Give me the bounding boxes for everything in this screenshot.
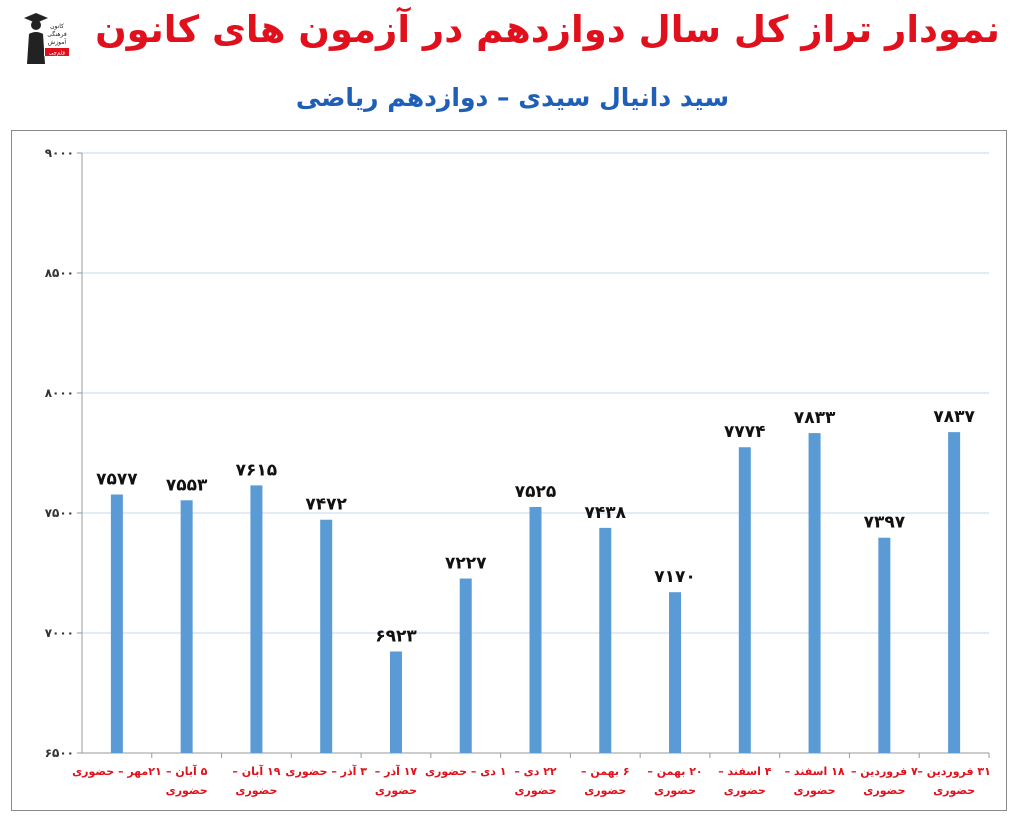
x-tick-label: ۱۹ آبان – — [232, 764, 280, 778]
logo-text: آموزش — [48, 37, 67, 46]
x-tick-label: حضوری — [724, 784, 766, 797]
data-label: ۷۱۷۰ — [654, 567, 696, 587]
bar — [459, 578, 472, 753]
x-tick-label: حضوری — [933, 784, 975, 797]
logo-text: کانون — [50, 23, 64, 30]
bar — [110, 494, 123, 753]
bar — [878, 537, 891, 753]
x-tick-label: ۲۰ بهمن – — [647, 765, 702, 778]
x-tick-label: حضوری — [654, 784, 696, 797]
x-tick-label: حضوری — [863, 784, 905, 797]
data-label: ۷۵۷۷ — [96, 470, 138, 490]
chart-title: نمودار تراز کل سال دوازدهم در آزمون های … — [95, 8, 1000, 51]
y-tick-label: ۶۵۰۰ — [45, 746, 74, 760]
x-tick-label: ۳۱ فروردین – — [917, 765, 991, 778]
x-tick-label: ۱ دی – حضوری — [425, 765, 507, 778]
data-label: ۷۵۲۵ — [515, 482, 557, 502]
data-label: ۶۹۲۳ — [375, 626, 417, 646]
logo-text: قلم‌چی — [49, 51, 65, 57]
y-tick-label: ۸۰۰۰ — [45, 386, 74, 400]
x-tick-label: حضوری — [794, 784, 836, 797]
x-tick-label: حضوری — [375, 784, 417, 797]
x-tick-label: حضوری — [166, 784, 208, 797]
bar — [738, 447, 751, 753]
bar — [948, 432, 961, 753]
kanoon-logo: کانون فرهنگی آموزش قلم‌چی — [20, 4, 72, 66]
x-tick-label: ۱۸ اسفند – — [785, 765, 845, 778]
bar — [808, 433, 821, 753]
x-tick-label: حضوری — [584, 784, 626, 797]
chart-area: ۶۵۰۰ ۷۰۰۰ ۷۵۰۰ ۸۰۰۰ ۸۵۰۰ ۹۰۰۰ ۷۵۷۷ ۲۱مهر – حضور… — [11, 130, 1007, 811]
bar-chart: ۶۵۰۰ ۷۰۰۰ ۷۵۰۰ ۸۰۰۰ ۸۵۰۰ ۹۰۰۰ ۷۵۷۷ ۲۱مهر – حضور… — [45, 146, 991, 797]
data-label: ۷۷۷۴ — [724, 422, 766, 442]
bar — [389, 651, 402, 753]
y-tick-label: ۸۵۰۰ — [45, 266, 74, 280]
x-tick-label: ۵ آبان – — [166, 764, 208, 778]
bar — [320, 519, 333, 753]
x-tick-label: ۱۷ آذر – — [375, 764, 418, 778]
x-tick-label: ۴ اسفند – — [718, 765, 772, 778]
x-tick-label: ۶ بهمن – — [581, 765, 630, 778]
data-label: ۷۸۳۳ — [794, 408, 836, 428]
logo-text: فرهنگی — [47, 30, 67, 38]
x-tick-label: ۷ فروردین – — [851, 765, 918, 778]
data-label: ۷۶۱۵ — [236, 460, 278, 480]
data-label: ۷۵۵۳ — [166, 475, 208, 495]
chart-subtitle: سید دانیال سیدی – دوازدهم ریاضی — [295, 83, 730, 112]
bar — [250, 485, 263, 753]
data-label: ۷۴۳۸ — [585, 503, 627, 523]
x-tick-label: ۲۱مهر – حضوری — [72, 765, 162, 778]
y-tick-label: ۷۰۰۰ — [45, 626, 74, 640]
bar — [599, 527, 612, 753]
data-label: ۷۴۷۲ — [305, 495, 347, 515]
x-tick-label: حضوری — [235, 784, 277, 797]
graduate-figure-icon: کانون فرهنگی آموزش قلم‌چی — [20, 4, 72, 66]
y-tick-label: ۹۰۰۰ — [45, 146, 74, 160]
x-tick-label: حضوری — [514, 784, 556, 797]
x-tick-label: ۲۲ دی – — [514, 765, 557, 778]
x-tick-label: ۳ آذر – حضوری — [285, 764, 367, 778]
data-label: ۷۳۹۷ — [864, 513, 906, 533]
bar — [180, 500, 193, 753]
y-tick-label: ۷۵۰۰ — [45, 506, 74, 520]
bar — [669, 592, 682, 753]
data-label: ۷۸۳۷ — [933, 407, 975, 427]
data-label: ۷۲۲۷ — [445, 554, 487, 574]
bar — [529, 507, 542, 753]
